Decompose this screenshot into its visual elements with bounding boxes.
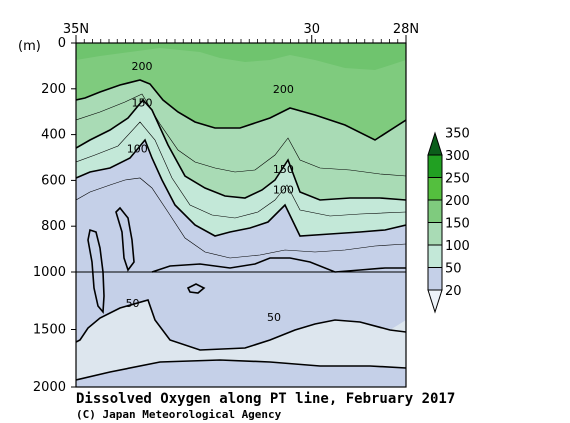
contour-label: 150 [273,163,294,176]
y-tick-label: 400 [41,128,66,143]
region-above-200 [76,43,406,140]
contour-100 [76,138,406,237]
x-axis: 35N 30 28N [63,22,419,43]
contour-label: 100 [273,184,294,197]
contour-label: 200 [273,83,294,96]
y-unit-label: (m) [18,39,41,54]
contour-125 [76,121,406,219]
colorbar-swatch [427,177,443,201]
y-tick-label: 800 [41,219,66,234]
contour-label: 200 [132,60,153,73]
colorbar-label: 350 [445,127,470,142]
chart-title: Dissolved Oxygen along PT line, February… [76,391,455,407]
colorbar-label: 300 [445,149,470,164]
y-tick-label: 1500 [33,323,66,338]
colorbar-label: 20 [445,284,462,299]
contour-150 [76,98,406,201]
contour-50-lens-2 [115,206,135,272]
y-tick-label: 1000 [33,265,66,280]
y-axis: 0 200 400 600 800 1000 1500 2000 [33,36,76,395]
colorbar-swatch [427,154,443,178]
colorbar-label: 50 [445,262,462,277]
y-tick-label: 200 [41,82,66,97]
plot-fills [76,43,406,387]
x-tick-label: 28N [393,22,419,37]
contour-lines [76,79,406,381]
colorbar-swatch [427,267,443,291]
region-above-200-cap [76,43,406,70]
colorbar-label: 200 [445,194,470,209]
colorbar-label: 150 [445,217,470,232]
colorbar-label: 100 [445,239,470,254]
colorbar-arrow-high [427,131,443,156]
contour-labels: 200 200 150 150 100 100 50 50 [126,60,294,324]
colorbar-swatch [427,199,443,223]
contour-75 [76,177,406,259]
colorbar-arrow-low [427,289,443,314]
colorbar-swatch [427,222,443,246]
x-tick-label: 35N [63,22,89,37]
credit-text: (C) Japan Meteorological Agency [76,408,282,421]
contour-175 [76,93,406,177]
contour-50-lens [87,228,105,315]
contour-50-deep [76,359,406,381]
colorbar: 20 50 100 150 200 250 300 350 [427,127,470,314]
contour-50-1000m [151,257,406,273]
station-ticks [75,39,407,43]
contour-label: 100 [127,142,148,155]
colorbar-label: 250 [445,172,470,187]
y-tick-label: 0 [58,36,66,51]
x-tick-label: 30 [303,22,320,37]
colorbar-swatch [427,244,443,268]
contour-50-main [76,299,406,351]
y-tick-label: 600 [41,173,66,188]
contour-label: 50 [267,311,281,324]
y-tick-label: 2000 [33,380,66,395]
contour-50-small [186,283,206,294]
contour-label: 50 [126,297,140,310]
contour-label: 150 [132,97,153,110]
contour-200 [76,79,406,141]
